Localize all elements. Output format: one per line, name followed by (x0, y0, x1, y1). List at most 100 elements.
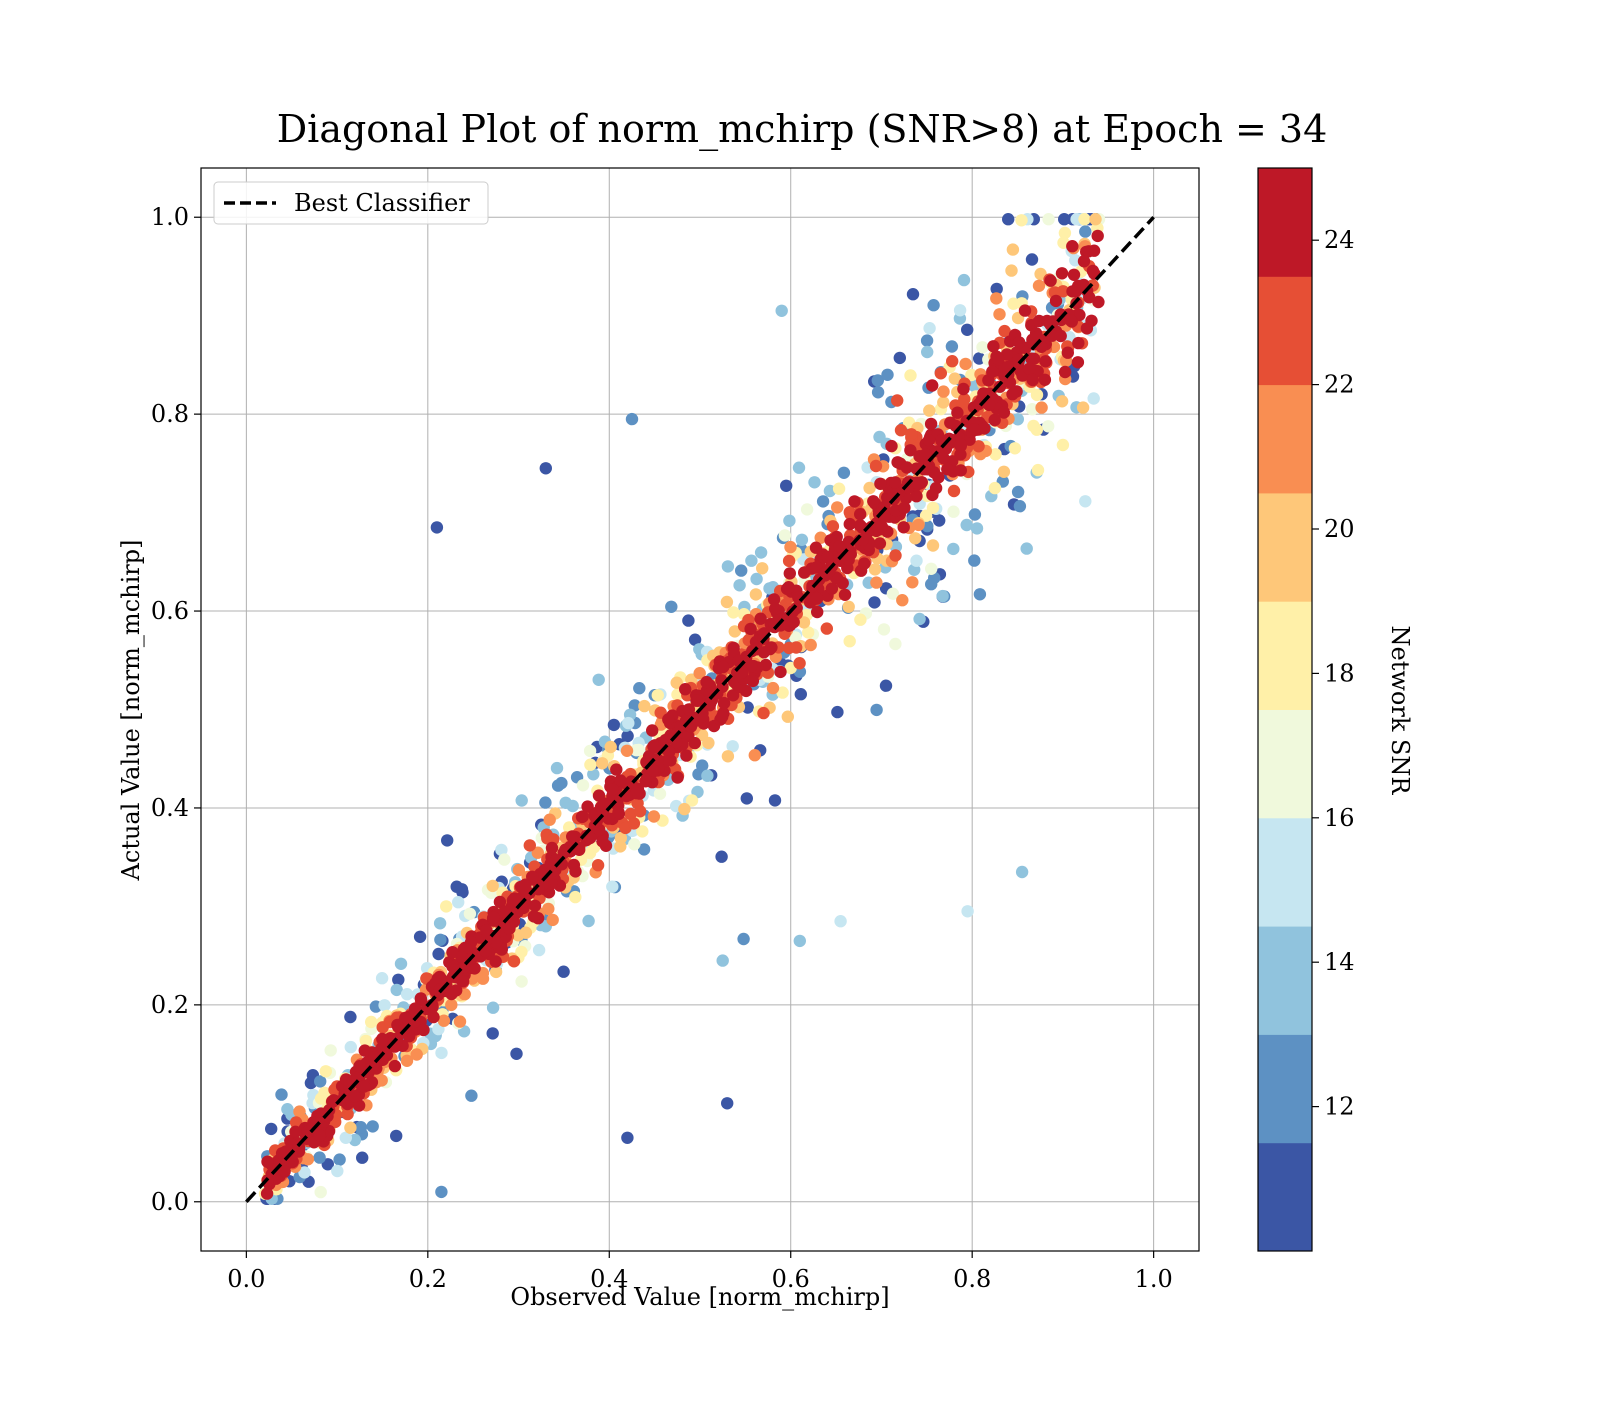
scatter-point (780, 479, 793, 492)
scatter-point (576, 810, 589, 823)
scatter-point (688, 633, 702, 646)
scatter-point (1055, 395, 1069, 408)
scatter-point (702, 736, 715, 750)
scatter-point (1058, 365, 1072, 379)
scatter-point (954, 438, 967, 451)
scatter-point (555, 776, 568, 790)
scatter-point (716, 954, 729, 967)
colorbar-segment (1258, 1142, 1312, 1252)
colorbar-tick-label: 18 (1324, 659, 1355, 687)
scatter-point (493, 895, 507, 909)
scatter-point (781, 710, 794, 723)
scatter-point (879, 679, 893, 692)
scatter-point (993, 308, 1006, 321)
scatter-point (546, 913, 559, 927)
scatter-point (944, 416, 957, 429)
scatter-point (843, 635, 856, 648)
scatter-point (582, 914, 595, 928)
scatter-point (339, 1131, 352, 1145)
scatter-point (926, 379, 939, 392)
scatter-point (768, 794, 782, 807)
scatter-point (678, 802, 691, 816)
scatter-point (954, 464, 967, 477)
scatter-point (576, 779, 590, 792)
scatter-point (348, 1090, 361, 1103)
scatter-point (842, 553, 855, 566)
scatter-point (515, 794, 528, 807)
scatter-point (749, 588, 763, 601)
scatter-point (842, 600, 855, 613)
scatter-point (400, 988, 414, 1001)
scatter-point (587, 768, 600, 781)
scatter-point (717, 660, 730, 674)
scatter-point (313, 1129, 326, 1142)
scatter-point (359, 1034, 373, 1048)
scatter-point (610, 763, 623, 776)
scatter-point (388, 1059, 402, 1073)
colorbar-tick-label: 16 (1324, 804, 1355, 832)
scatter-point (1054, 329, 1067, 343)
scatter-point (741, 701, 754, 714)
scatter-point (820, 622, 833, 635)
scatter-point (717, 696, 731, 710)
scatter-point (417, 1023, 430, 1037)
scatter-point (997, 465, 1011, 478)
scatter-point (621, 729, 634, 743)
scatter-point (926, 539, 940, 552)
scatter-point (378, 999, 391, 1012)
scatter-point (889, 549, 902, 562)
scatter-point (596, 835, 609, 848)
scatter-point (926, 488, 939, 502)
scatter-point (390, 1035, 403, 1049)
scatter-point (721, 1097, 734, 1110)
scatter-point (510, 1047, 523, 1061)
scatter-point (1055, 267, 1069, 280)
scatter-point (735, 564, 748, 577)
y-tick-label: 0.2 (151, 991, 189, 1019)
scatter-point (720, 595, 734, 609)
scatter-point (774, 665, 787, 679)
scatter-point (1092, 295, 1105, 309)
scatter-point (607, 718, 621, 732)
scatter-point (889, 540, 903, 553)
scatter-point (1071, 356, 1085, 369)
scatter-point (750, 572, 763, 586)
scatter-point (816, 495, 830, 508)
scatter-point (528, 899, 542, 912)
scatter-point (523, 839, 536, 852)
scatter-point (811, 605, 824, 619)
colorbar-segment (1258, 492, 1312, 602)
scatter-point (265, 1122, 278, 1136)
scatter-point (1026, 373, 1040, 387)
scatter-point (260, 1187, 274, 1200)
scatter-point (1030, 388, 1044, 402)
scatter-point (519, 878, 532, 891)
scatter-point (889, 476, 902, 489)
scatter-point (648, 741, 662, 754)
scatter-point (636, 825, 649, 838)
scatter-point (1066, 285, 1079, 298)
scatter-point (1039, 355, 1052, 368)
scatter-point (793, 934, 806, 948)
scatter-point (968, 554, 981, 567)
scatter-point (782, 641, 796, 655)
scatter-point (988, 481, 1002, 495)
scatter-point (1034, 267, 1047, 281)
scatter-point (569, 890, 582, 904)
colorbar-segment (1258, 817, 1312, 927)
scatter-point (671, 771, 684, 784)
scatter-point (581, 800, 594, 813)
scatter-point (285, 1138, 298, 1151)
scatter-point (809, 541, 823, 554)
scatter-point (874, 477, 887, 490)
scatter-point (1076, 401, 1090, 414)
scatter-point (933, 514, 946, 527)
scatter-point (1089, 213, 1102, 226)
scatter-point (410, 1048, 423, 1061)
scatter-point (321, 1158, 334, 1171)
scatter-point (685, 794, 699, 807)
scatter-point (531, 846, 544, 859)
scatter-point (881, 368, 894, 381)
scatter-point (960, 518, 973, 532)
scatter-point (961, 323, 974, 336)
